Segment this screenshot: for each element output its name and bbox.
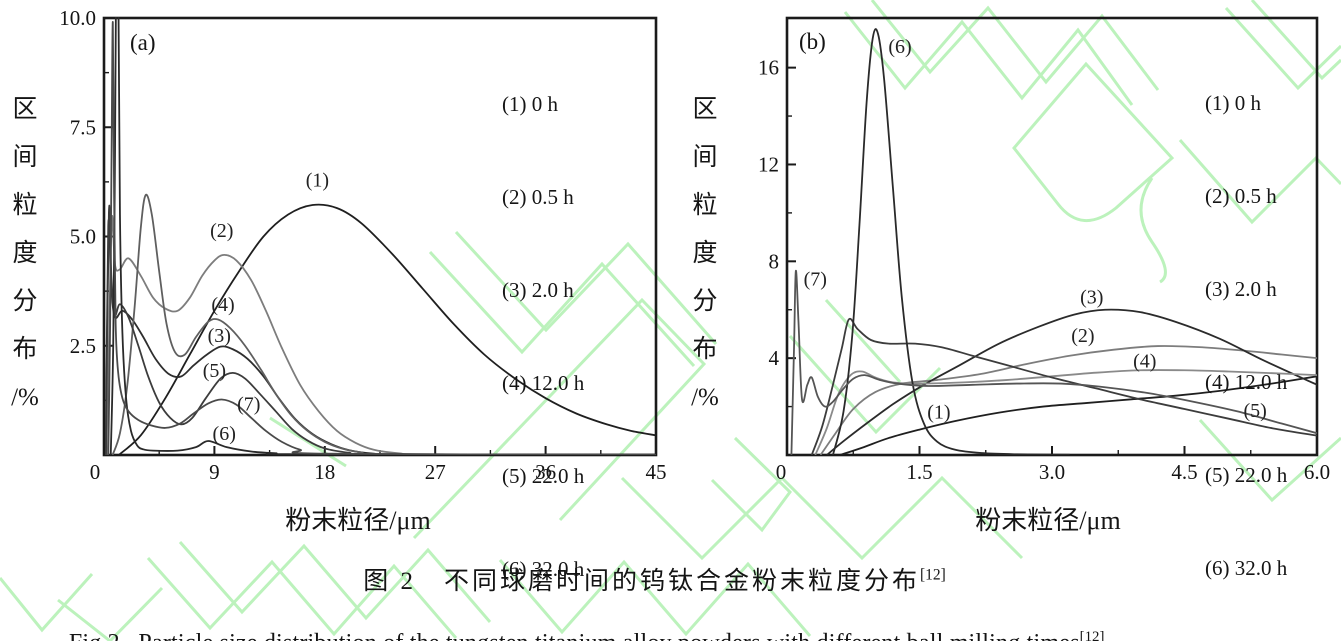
series-curve-(7) (790, 270, 1317, 455)
series-curve-(3) (826, 308, 1317, 455)
legend-item: (1) 0 h (1205, 91, 1261, 115)
y-tick-label: 8 (769, 249, 780, 273)
curve-label: (6) (888, 36, 911, 58)
x-tick-label: 6.0 (1304, 460, 1330, 484)
series-curve-(6) (109, 17, 656, 455)
x-axis-title-b: 粉末粒径/μm (975, 506, 1121, 535)
legend-item: (4) 12.0 h (502, 371, 585, 395)
curve-label: (4) (211, 294, 234, 316)
panel-label-b: (b) (799, 29, 826, 54)
legend-item: (6) 32.0 h (502, 557, 585, 581)
series-curve-(7) (107, 21, 656, 455)
x-tick-label: 3.0 (1039, 460, 1065, 484)
y-tick-label: 10.0 (59, 6, 96, 30)
chart-b: 0 1.5 3.0 4.5 6.0 16 12 8 4 (1) (2) (3) (4) (5) (6) (7) (758, 16, 1330, 484)
y-axis-title-char: 分 (692, 288, 718, 315)
y-axis-title-char: /% (11, 384, 39, 411)
x-tick-label: 4.5 (1171, 460, 1197, 484)
x-axis-title-a: 粉末粒径/μm (285, 506, 431, 535)
legend-a: (1) 0 h (2) 0.5 h (3) 2.0 h (4) 12.0 h (… (502, 27, 584, 641)
curve-label: (7) (804, 268, 827, 290)
y-axis-title-char: 粒 (692, 192, 718, 219)
y-tick-label: 7.5 (70, 115, 96, 139)
caption-english: Fig.2 Particle size distribution of the … (44, 602, 1105, 641)
x-tick-label: 27 (425, 460, 446, 484)
legend-item: (2) 0.5 h (502, 185, 574, 209)
x-tick-label: 0 (90, 460, 101, 484)
y-tick-label: 12 (758, 152, 779, 176)
caption-reference: [12] (1079, 629, 1105, 641)
legend-item: (3) 2.0 h (1205, 277, 1277, 301)
y-axis-title-char: 度 (12, 240, 38, 267)
y-axis-title-char: 布 (692, 336, 718, 363)
caption-chinese-text: 图 2 不同球磨时间的钨钛合金粉末粒度分布 (363, 568, 920, 595)
curve-label: (7) (237, 393, 260, 415)
x-tick-label: 9 (209, 460, 220, 484)
curve-label: (1) (306, 170, 329, 192)
series-curve-(1) (118, 203, 656, 455)
y-axis-title-char: 布 (12, 336, 38, 363)
caption-chinese: 图 2 不同球磨时间的钨钛合金粉末粒度分布[12] (0, 561, 1325, 597)
series-curve-(2) (819, 345, 1317, 455)
series-curve-(1) (839, 375, 1317, 455)
caption-english-text: Fig.2 Particle size distribution of the … (69, 630, 1080, 641)
y-axis-title-char: 间 (12, 144, 38, 171)
legend-b: (1) 0 h (2) 0.5 h (3) 2.0 h (4) 12.0 h (… (1205, 26, 1287, 641)
legend-item: (1) 0 h (502, 92, 558, 116)
y-tick-label: 4 (769, 346, 780, 370)
y-axis-title-char: /% (691, 384, 719, 411)
legend-item: (5) 22.0 h (502, 464, 585, 488)
x-tick-label: 18 (314, 460, 335, 484)
panel-label-a: (a) (130, 30, 156, 55)
curve-label: (3) (208, 325, 231, 347)
curve-label: (1) (927, 401, 950, 423)
chart-a: 0 9 18 27 36 45 10.0 7.5 5.0 2.5 (1) (2) (4) (3) (5) (7… (59, 6, 667, 484)
legend-item: (5) 22.0 h (1205, 463, 1288, 487)
y-axis-title-char: 间 (692, 144, 718, 171)
x-tick-label: 45 (646, 460, 667, 484)
curve-label: (3) (1080, 286, 1103, 308)
series-curve-(4) (111, 193, 656, 455)
x-tick-label: 0 (776, 460, 787, 484)
series-curve-(6) (832, 28, 1070, 455)
legend-item: (6) 32.0 h (1205, 556, 1288, 580)
legend-item: (4) 12.0 h (1205, 370, 1288, 394)
series-curve-(2) (105, 215, 656, 455)
y-axis-title-char: 度 (692, 240, 718, 267)
y-tick-label: 2.5 (70, 334, 96, 358)
y-axis-title-char: 分 (12, 288, 38, 315)
x-tick-label: 36 (535, 460, 556, 484)
series-curve-(5) (810, 317, 1317, 455)
y-axis-title-char: 粒 (12, 192, 38, 219)
curve-label: (4) (1133, 351, 1156, 373)
curve-label: (5) (203, 360, 226, 382)
curve-label: (5) (1244, 400, 1267, 422)
curve-label: (2) (1071, 325, 1094, 347)
y-axis-title-b: 区 间 粒 度 分 布 /% (682, 86, 728, 422)
curve-label: (2) (210, 220, 233, 242)
legend-item: (2) 0.5 h (1205, 184, 1277, 208)
legend-item: (3) 2.0 h (502, 278, 574, 302)
y-tick-label: 5.0 (70, 225, 96, 249)
y-axis-title-char: 区 (692, 96, 718, 123)
y-axis-title-a: 区 间 粒 度 分 布 /% (2, 86, 48, 422)
y-axis-title-char: 区 (12, 96, 38, 123)
caption-reference: [12] (919, 566, 946, 584)
y-tick-label: 16 (758, 56, 779, 80)
x-tick-label: 1.5 (906, 460, 932, 484)
curve-label: (6) (213, 423, 236, 445)
